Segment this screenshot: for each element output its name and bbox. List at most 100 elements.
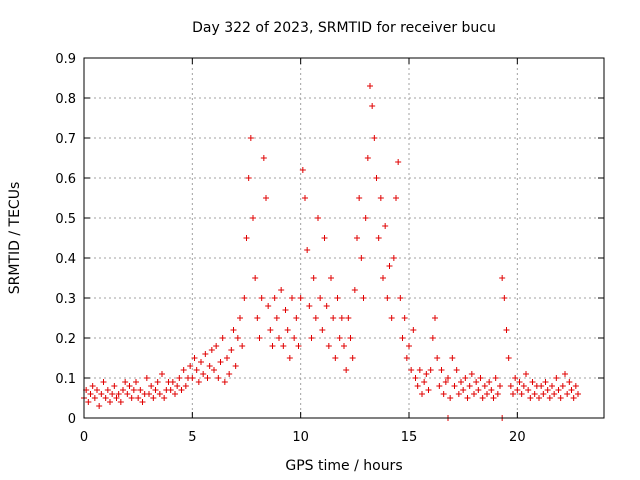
grid-lines <box>84 58 604 418</box>
data-point <box>425 387 432 393</box>
data-point <box>436 383 443 389</box>
data-point <box>375 235 382 241</box>
data-point <box>377 195 384 201</box>
data-point <box>507 383 514 389</box>
data-point <box>531 391 538 397</box>
data-point <box>328 275 334 281</box>
data-point <box>234 335 241 341</box>
data-point <box>570 395 577 401</box>
data-point <box>358 255 365 261</box>
data-point <box>568 387 575 393</box>
y-tick-label: 0.6 <box>55 172 76 187</box>
data-point <box>458 379 464 385</box>
data-point <box>484 391 490 397</box>
data-point <box>551 391 558 397</box>
data-point <box>540 391 547 397</box>
data-point <box>440 391 447 397</box>
data-point <box>102 395 109 401</box>
x-axis-title: GPS time / hours <box>285 458 402 474</box>
data-point <box>408 367 415 373</box>
data-point <box>98 391 105 397</box>
data-point <box>245 175 252 181</box>
y-axis-title: SRMTID / TECUs <box>7 182 23 295</box>
data-point <box>198 359 204 365</box>
data-point <box>427 367 434 373</box>
data-point <box>475 387 482 393</box>
data-point <box>380 275 386 281</box>
data-point <box>542 379 549 385</box>
data-point <box>315 215 321 221</box>
data-point <box>247 135 254 141</box>
x-tick-label: 20 <box>509 430 526 445</box>
data-point <box>94 387 100 393</box>
data-point <box>503 327 510 333</box>
data-point <box>256 335 263 341</box>
data-point <box>219 335 226 341</box>
data-point <box>564 391 571 397</box>
data-point <box>356 195 363 201</box>
data-point <box>462 375 469 381</box>
data-point <box>559 383 566 389</box>
data-point <box>293 315 300 321</box>
data-point <box>148 383 155 389</box>
data-point <box>369 103 376 109</box>
data-point <box>208 347 215 353</box>
y-tick-label: 0.3 <box>55 292 76 307</box>
data-point <box>254 315 261 321</box>
plot-frame <box>83 57 605 419</box>
data-point <box>269 343 276 349</box>
y-tick-label: 0 <box>68 412 76 427</box>
data-point <box>187 363 194 369</box>
data-point <box>150 395 157 401</box>
data-point <box>265 303 272 309</box>
data-point <box>390 255 397 261</box>
data-point <box>204 375 211 381</box>
data-point <box>174 383 181 389</box>
data-point <box>343 367 350 373</box>
data-point <box>271 295 278 301</box>
data-point <box>536 395 542 401</box>
data-point <box>360 295 367 301</box>
data-point <box>529 379 536 385</box>
axis-ticks <box>83 57 604 419</box>
data-point <box>334 295 341 301</box>
data-point <box>399 335 406 341</box>
data-point <box>520 383 527 389</box>
y-tick-label: 0.8 <box>55 92 76 107</box>
data-point <box>386 263 393 269</box>
data-point <box>130 387 137 393</box>
data-point <box>572 383 579 389</box>
data-point <box>263 195 269 201</box>
data-point <box>122 379 129 385</box>
data-point <box>96 403 103 409</box>
data-point <box>336 335 343 341</box>
data-point <box>473 379 480 385</box>
data-point <box>124 391 131 397</box>
chart-title: Day 322 of 2023, SRMTID for receiver buc… <box>192 20 496 36</box>
data-point <box>364 155 371 161</box>
data-point <box>180 367 187 373</box>
data-point <box>286 355 293 361</box>
data-point <box>464 395 471 401</box>
data-point <box>100 379 107 385</box>
data-point <box>139 399 146 405</box>
data-point <box>434 355 441 361</box>
data-point <box>566 379 573 385</box>
data-point <box>416 367 423 373</box>
data-point <box>490 395 497 401</box>
data-point <box>117 399 124 405</box>
data-point <box>195 379 202 385</box>
data-point <box>89 383 96 389</box>
data-point <box>167 387 174 393</box>
x-tick-label: 15 <box>401 430 418 445</box>
data-point <box>477 375 484 381</box>
data-point <box>243 235 250 241</box>
data-point <box>224 355 230 361</box>
data-point <box>154 379 161 385</box>
data-point <box>401 315 408 321</box>
data-point <box>172 391 178 397</box>
data-point <box>332 355 339 361</box>
data-point <box>429 335 436 341</box>
data-point <box>544 387 551 393</box>
